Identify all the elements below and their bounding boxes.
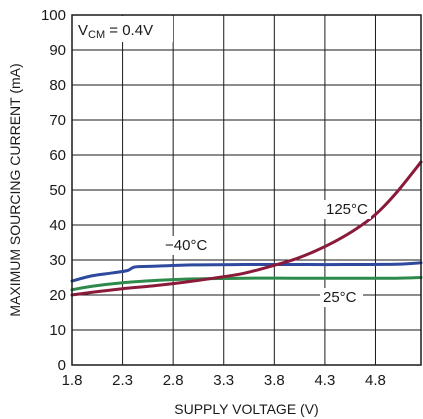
x-tick-label: 3.3 (213, 372, 234, 389)
series-label-bg-minus40c (162, 236, 212, 255)
annotation-subscript: CM (88, 29, 105, 41)
series-label-bg-25c (320, 288, 363, 307)
x-tick-labels: 1.8 2.3 2.8 3.3 3.8 4.3 4.8 (62, 372, 386, 389)
annotation-prefix: V (78, 22, 88, 39)
annotation-suffix: = 0.4V (105, 22, 153, 39)
series-label-bg-125c (323, 200, 371, 219)
y-tick-label: 40 (49, 217, 66, 234)
y-tick-label: 50 (49, 182, 66, 199)
y-tick-label: 100 (41, 7, 66, 24)
x-tick-label: 4.8 (365, 372, 386, 389)
y-tick-labels: 0 10 20 30 40 50 60 70 80 90 100 (41, 7, 66, 374)
y-tick-label: 30 (49, 252, 66, 269)
series-label-125c: 125°C (326, 201, 368, 218)
series-line-minus40c (70, 261, 423, 283)
vcm-annotation: VCM = 0.4V (78, 22, 153, 41)
x-tick-label: 1.8 (62, 372, 83, 389)
y-tick-label: 70 (49, 112, 66, 129)
x-tick-label: 2.8 (163, 372, 184, 389)
y-tick-label: 90 (49, 42, 66, 59)
x-axis-title: SUPPLY VOLTAGE (V) (174, 401, 318, 417)
y-tick-label: 0 (58, 357, 66, 374)
annotation-background (73, 16, 173, 42)
y-tick-label: 80 (49, 77, 66, 94)
x-tick-label: 2.3 (112, 372, 133, 389)
y-tick-label: 60 (49, 147, 66, 164)
series-label-minus40c: −40°C (165, 237, 207, 254)
y-tick-label: 20 (49, 287, 66, 304)
series-layer (70, 160, 423, 297)
y-axis-title: MAXIMUM SOURCING CURRENT (mA) (7, 63, 23, 316)
series-label-25c: 25°C (323, 289, 357, 306)
y-tick-label: 10 (49, 322, 66, 339)
plot-frame (71, 14, 422, 366)
x-tick-label: 4.3 (314, 372, 335, 389)
series-line-125c (70, 160, 423, 297)
x-tick-label: 3.8 (264, 372, 285, 389)
grid-lines (72, 15, 421, 365)
